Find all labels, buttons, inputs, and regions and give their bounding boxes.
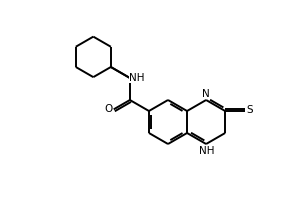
Text: O: O [105, 104, 113, 114]
Text: S: S [247, 105, 253, 115]
Text: NH: NH [200, 146, 215, 156]
Text: N: N [202, 89, 210, 99]
Text: NH: NH [129, 73, 145, 83]
